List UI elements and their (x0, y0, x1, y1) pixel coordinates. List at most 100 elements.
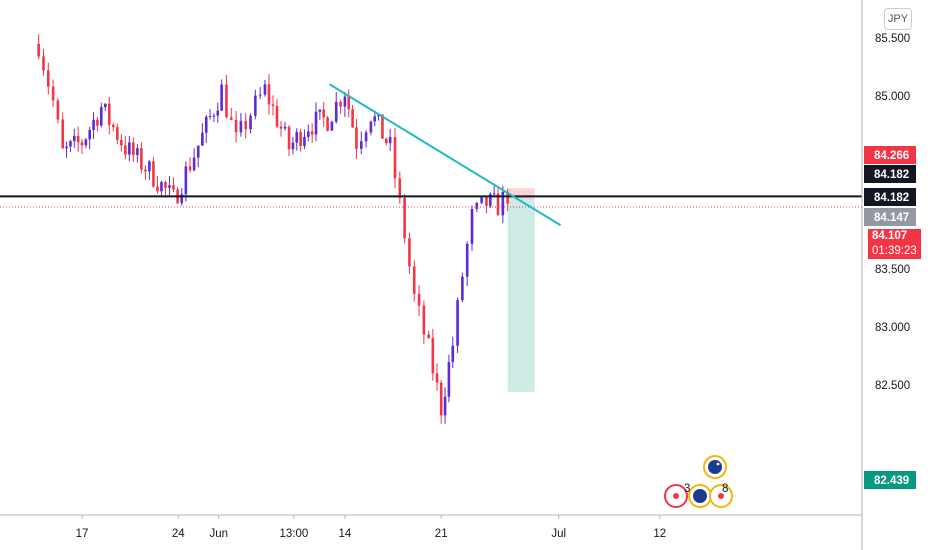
candle-body[interactable] (201, 132, 204, 146)
candle-body[interactable] (152, 161, 155, 187)
candle-body[interactable] (99, 107, 103, 126)
candle-body[interactable] (427, 334, 430, 339)
candle-body[interactable] (408, 238, 411, 267)
candle-body[interactable] (403, 197, 406, 239)
candle-body[interactable] (111, 124, 115, 128)
candle-body[interactable] (310, 131, 314, 135)
candle-body[interactable] (439, 382, 443, 416)
candle-body[interactable] (116, 127, 119, 140)
candle-body[interactable] (124, 145, 127, 155)
candle-body[interactable] (107, 103, 111, 125)
candle-body[interactable] (447, 362, 451, 397)
economic-event-icon[interactable] (664, 484, 688, 508)
candle-body[interactable] (431, 338, 435, 374)
candle-body[interactable] (480, 197, 483, 203)
candle-body[interactable] (393, 137, 397, 179)
candle-body[interactable] (204, 116, 208, 133)
candle-body[interactable] (355, 127, 358, 149)
candle-body[interactable] (61, 119, 65, 149)
candle-body[interactable] (334, 101, 338, 122)
candle-body[interactable] (229, 117, 233, 120)
candle-body[interactable] (263, 84, 267, 95)
candle-body[interactable] (140, 148, 143, 170)
candle-body[interactable] (422, 305, 426, 335)
candle-body[interactable] (326, 117, 329, 131)
candle-body[interactable] (398, 178, 402, 198)
candle-body[interactable] (506, 191, 509, 204)
candle-body[interactable] (120, 139, 123, 146)
candle-body[interactable] (46, 70, 50, 87)
candle-body[interactable] (136, 148, 139, 156)
candle-body[interactable] (172, 185, 175, 190)
candle-body[interactable] (412, 266, 416, 294)
candle-body[interactable] (271, 104, 275, 106)
candle-body[interactable] (196, 145, 200, 158)
candle-body[interactable] (359, 141, 363, 149)
candle-body[interactable] (475, 202, 479, 209)
candle-body[interactable] (208, 116, 212, 118)
candle-body[interactable] (234, 119, 238, 133)
economic-event-icon[interactable] (709, 484, 733, 508)
candle-body[interactable] (37, 43, 40, 57)
candle-body[interactable] (168, 185, 171, 188)
candle-body[interactable] (470, 208, 474, 244)
candle-body[interactable] (84, 139, 88, 146)
trendline[interactable] (328, 83, 562, 227)
candle-body[interactable] (291, 142, 295, 150)
candle-body[interactable] (388, 137, 392, 144)
plot-area[interactable] (0, 0, 862, 515)
candle-body[interactable] (244, 120, 248, 130)
candle-body[interactable] (144, 169, 147, 172)
candle-body[interactable] (287, 126, 291, 150)
candle-body[interactable] (322, 109, 326, 118)
candle-body[interactable] (443, 396, 447, 416)
candle-body[interactable] (347, 96, 351, 110)
candle-body[interactable] (184, 166, 188, 195)
candle-body[interactable] (343, 96, 347, 107)
candle-body[interactable] (369, 121, 373, 133)
candle-body[interactable] (485, 197, 488, 206)
candle-body[interactable] (318, 109, 322, 112)
candle-body[interactable] (76, 135, 80, 143)
candle-body[interactable] (103, 103, 107, 108)
candle-body[interactable] (216, 110, 220, 116)
candle-body[interactable] (330, 121, 334, 131)
candle-body[interactable] (275, 105, 279, 127)
candle-body[interactable] (501, 191, 505, 216)
candle-body[interactable] (461, 276, 464, 301)
candle-body[interactable] (339, 101, 342, 107)
economic-event-group-icon[interactable] (688, 484, 712, 508)
candle-body[interactable] (456, 300, 459, 346)
candle-body[interactable] (69, 141, 72, 147)
candle-body[interactable] (188, 166, 192, 171)
position-reward-zone[interactable] (507, 199, 535, 392)
candle-body[interactable] (160, 182, 163, 192)
candle-body[interactable] (351, 109, 354, 128)
position-risk-zone[interactable] (507, 188, 535, 200)
candle-body[interactable] (295, 132, 299, 143)
candle-body[interactable] (80, 142, 84, 146)
candle-body[interactable] (156, 186, 159, 192)
candle-body[interactable] (267, 84, 271, 105)
candle-body[interactable] (364, 132, 368, 142)
candle-body[interactable] (385, 138, 388, 144)
candle-body[interactable] (373, 116, 377, 122)
candle-body[interactable] (314, 111, 318, 135)
candle-body[interactable] (496, 193, 500, 216)
candle-body[interactable] (72, 135, 76, 142)
candle-body[interactable] (239, 120, 243, 133)
candle-body[interactable] (417, 293, 421, 306)
candle-body[interactable] (192, 157, 196, 171)
candle-body[interactable] (249, 115, 252, 130)
candle-body[interactable] (164, 182, 167, 188)
candle-body[interactable] (225, 84, 228, 118)
candle-body[interactable] (51, 86, 55, 101)
candle-body[interactable] (299, 132, 302, 147)
candle-body[interactable] (451, 345, 455, 363)
candle-body[interactable] (65, 146, 68, 149)
candle-body[interactable] (377, 114, 380, 117)
candle-body[interactable] (258, 94, 262, 96)
candle-body[interactable] (303, 136, 306, 147)
candle-body[interactable] (92, 119, 95, 130)
candle-body[interactable] (96, 119, 99, 126)
